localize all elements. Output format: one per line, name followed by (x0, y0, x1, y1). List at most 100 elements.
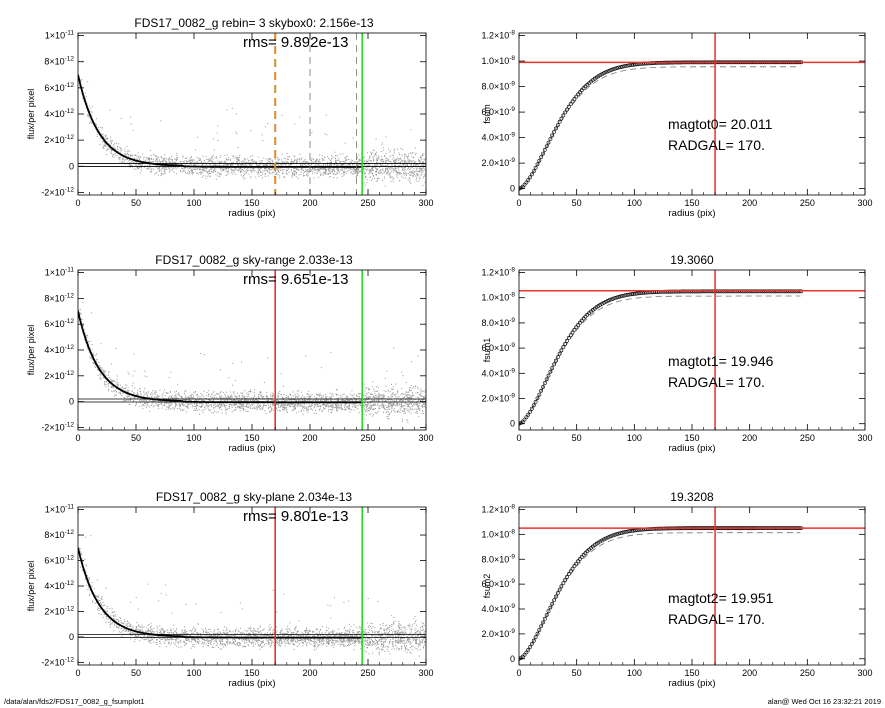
scatter-point (407, 406, 409, 407)
scatter-point (256, 171, 258, 173)
scatter-point (262, 140, 264, 141)
scatter-point (322, 164, 324, 166)
scatter-point (224, 393, 226, 395)
scatter-point (193, 164, 195, 166)
scatter-point (221, 403, 223, 405)
scatter-point (137, 166, 139, 168)
scatter-point (354, 397, 356, 399)
scatter-point (410, 396, 412, 398)
scatter-point (254, 389, 256, 391)
scatter-point (291, 410, 293, 412)
scatter-point (169, 404, 171, 406)
scatter-point (302, 175, 304, 177)
scatter-point (387, 404, 389, 406)
scatter-point (344, 168, 346, 170)
scatter-point (368, 170, 370, 172)
scatter-point (220, 390, 222, 392)
scatter-point (88, 115, 90, 117)
scatter-point (110, 148, 112, 150)
scatter-point (156, 405, 158, 407)
scatter-point (333, 157, 335, 159)
scatter-point (363, 402, 365, 404)
scatter-point (256, 404, 258, 406)
scatter-point (166, 167, 168, 168)
scatter-point (319, 169, 320, 171)
scatter-point (113, 156, 115, 158)
scatter-point (414, 174, 416, 175)
scatter-point (88, 351, 90, 353)
scatter-point (207, 390, 209, 392)
scatter-point (268, 163, 270, 165)
scatter-point (182, 403, 184, 405)
scatter-point (211, 171, 213, 173)
x-tick-label: 200 (742, 198, 757, 208)
scatter-point (390, 402, 392, 403)
scatter-point (114, 148, 116, 150)
scatter-point (376, 181, 378, 183)
scatter-point (243, 408, 244, 410)
scatter-point (237, 169, 239, 171)
scatter-point (153, 400, 155, 402)
scatter-point (358, 154, 360, 156)
scatter-point (317, 168, 319, 170)
scatter-point (355, 399, 357, 401)
scatter-point (404, 154, 405, 156)
scatter-point (299, 157, 301, 159)
scatter-point (327, 173, 329, 175)
scatter-point (324, 173, 326, 175)
scatter-point (394, 165, 396, 167)
scatter-point (264, 126, 266, 128)
scatter-point (348, 406, 350, 408)
x-axis-label: radius (pix) (669, 208, 716, 219)
scatter-point (282, 408, 284, 410)
scatter-point (102, 147, 104, 149)
scatter-point (152, 406, 154, 408)
scatter-point (219, 398, 221, 399)
scatter-point (108, 382, 110, 384)
scatter-point (412, 175, 413, 177)
scatter-point (417, 402, 419, 404)
scatter-point (404, 169, 406, 171)
scatter-point (340, 161, 342, 162)
scatter-point (110, 151, 112, 153)
scatter-point (349, 399, 351, 401)
scatter-point (184, 167, 186, 169)
scatter-point (203, 400, 205, 402)
scatter-point (380, 394, 382, 396)
scatter-point (277, 169, 279, 171)
scatter-point (170, 405, 172, 407)
scatter-point (124, 159, 126, 161)
scatter-point (199, 399, 201, 401)
scatter-point (420, 155, 422, 157)
scatter-point (136, 164, 138, 166)
scatter-point (196, 396, 198, 398)
scatter-point (175, 397, 177, 399)
scatter-point (389, 405, 390, 407)
scatter-point (333, 407, 335, 409)
scatter-point (371, 160, 372, 162)
scatter-point (348, 163, 349, 165)
scatter-point (366, 399, 368, 401)
scatter-point (401, 388, 403, 390)
scatter-point (332, 404, 334, 406)
scatter-point (335, 173, 337, 175)
scatter-point (289, 156, 290, 158)
scatter-point (296, 169, 298, 171)
scatter-point (415, 152, 417, 154)
scatter-point (315, 160, 316, 162)
scatter-point (190, 157, 191, 159)
scatter-point (258, 405, 260, 407)
scatter-point (370, 153, 372, 155)
scatter-point (374, 155, 376, 157)
scatter-point (178, 404, 180, 406)
scatter-point (369, 176, 371, 178)
scatter-point (251, 164, 253, 166)
scatter-point (401, 405, 403, 406)
scatter-point (305, 165, 307, 166)
scatter-point (301, 405, 303, 407)
scatter-point (336, 162, 337, 163)
scatter-point (92, 352, 94, 354)
scatter-point (323, 395, 325, 397)
scatter-point (202, 169, 204, 171)
scatter-point (202, 162, 204, 164)
